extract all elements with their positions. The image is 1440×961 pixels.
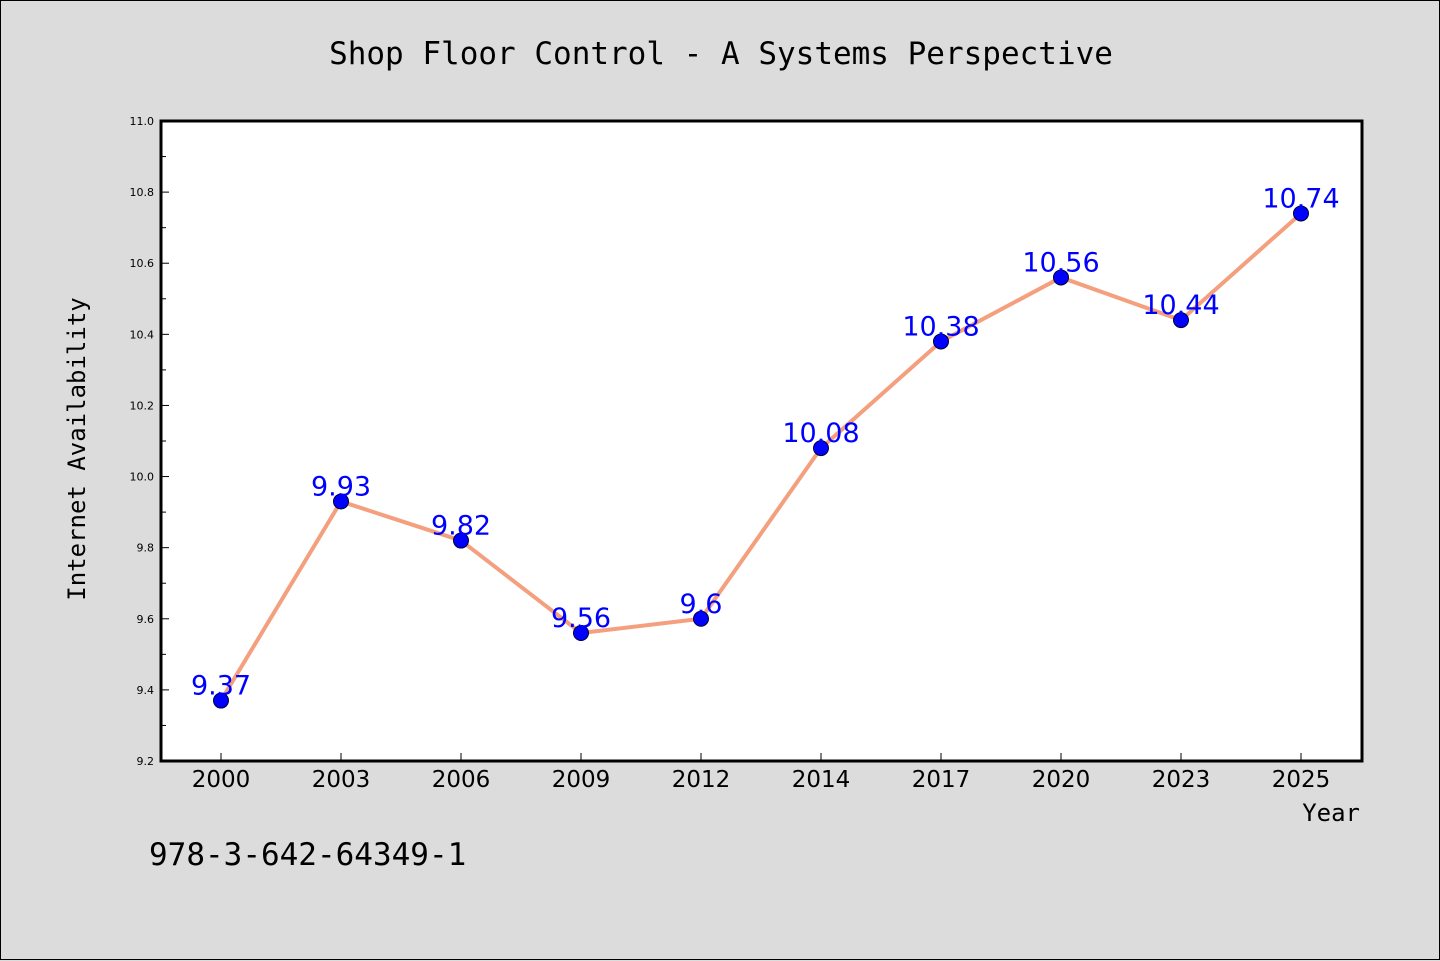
data-point: [573, 625, 589, 641]
data-point: [693, 610, 709, 627]
data-point: [1053, 269, 1069, 286]
x-tick-label: 2014: [792, 767, 851, 793]
y-tick-label: 9.8: [137, 542, 155, 555]
data-point: [933, 333, 949, 350]
plot-area: [159, 119, 1364, 763]
y-axis-label: Internet Availability: [63, 297, 91, 600]
isbn-footnote: 978-3-642-64349-1: [149, 837, 466, 873]
x-axis-label: Year: [1302, 799, 1360, 827]
data-label: 10.08: [782, 418, 859, 449]
data-label: 9.82: [431, 511, 491, 542]
x-tick-label: 2000: [192, 767, 251, 793]
data-label: 10.74: [1262, 183, 1339, 214]
x-tick-label: 2023: [1152, 767, 1211, 793]
data-label: 10.38: [902, 311, 979, 342]
data-label: 9.6: [680, 589, 723, 620]
y-tick-label: 9.2: [137, 755, 155, 768]
data-point: [1173, 312, 1189, 329]
y-tick-label: 9.6: [137, 613, 155, 626]
data-labels: 9.37 9.93 9.82 9.56 9.6 10.08 10.38 10.56 10.44 1…: [191, 183, 1340, 701]
data-label: 9.37: [191, 671, 251, 702]
data-label: 9.93: [311, 471, 371, 502]
y-tick-label: 9.4: [137, 684, 155, 697]
x-tick-label: 2025: [1272, 767, 1331, 793]
data-point: [333, 493, 349, 510]
x-tick-label: 2012: [672, 767, 731, 793]
y-tick-label: 11.0: [130, 115, 155, 128]
x-tick-label: 2003: [312, 767, 371, 793]
data-point: [813, 440, 829, 457]
series-line: [219, 211, 1303, 702]
y-tick-label: 10.2: [130, 399, 155, 412]
x-tick-label: 2020: [1032, 767, 1091, 793]
y-tick-label: 10.6: [130, 257, 155, 270]
y-axis: 9.2 9.4 9.6 9.8 10.0 10.2 10.4 10.6 10.8 11.0: [130, 115, 169, 768]
data-label: 10.44: [1142, 290, 1219, 321]
chart-title: Shop Floor Control - A Systems Perspecti…: [329, 36, 1113, 72]
data-label: 9.56: [551, 603, 611, 634]
x-tick-label: 2009: [552, 767, 611, 793]
x-axis: 2000 2003 2006 2009 2012 2014 2017 2020 2023 2025: [192, 753, 1331, 793]
y-tick-label: 10.4: [130, 328, 155, 341]
x-tick-label: 2017: [912, 767, 971, 793]
y-tick-label: 10.8: [130, 186, 155, 199]
data-point: [213, 692, 229, 709]
data-point: [1293, 205, 1309, 222]
y-tick-label: 10.0: [130, 471, 155, 484]
x-tick-label: 2006: [432, 767, 491, 793]
data-point: [453, 532, 469, 549]
data-points: [213, 205, 1309, 709]
data-label: 10.56: [1022, 247, 1099, 278]
